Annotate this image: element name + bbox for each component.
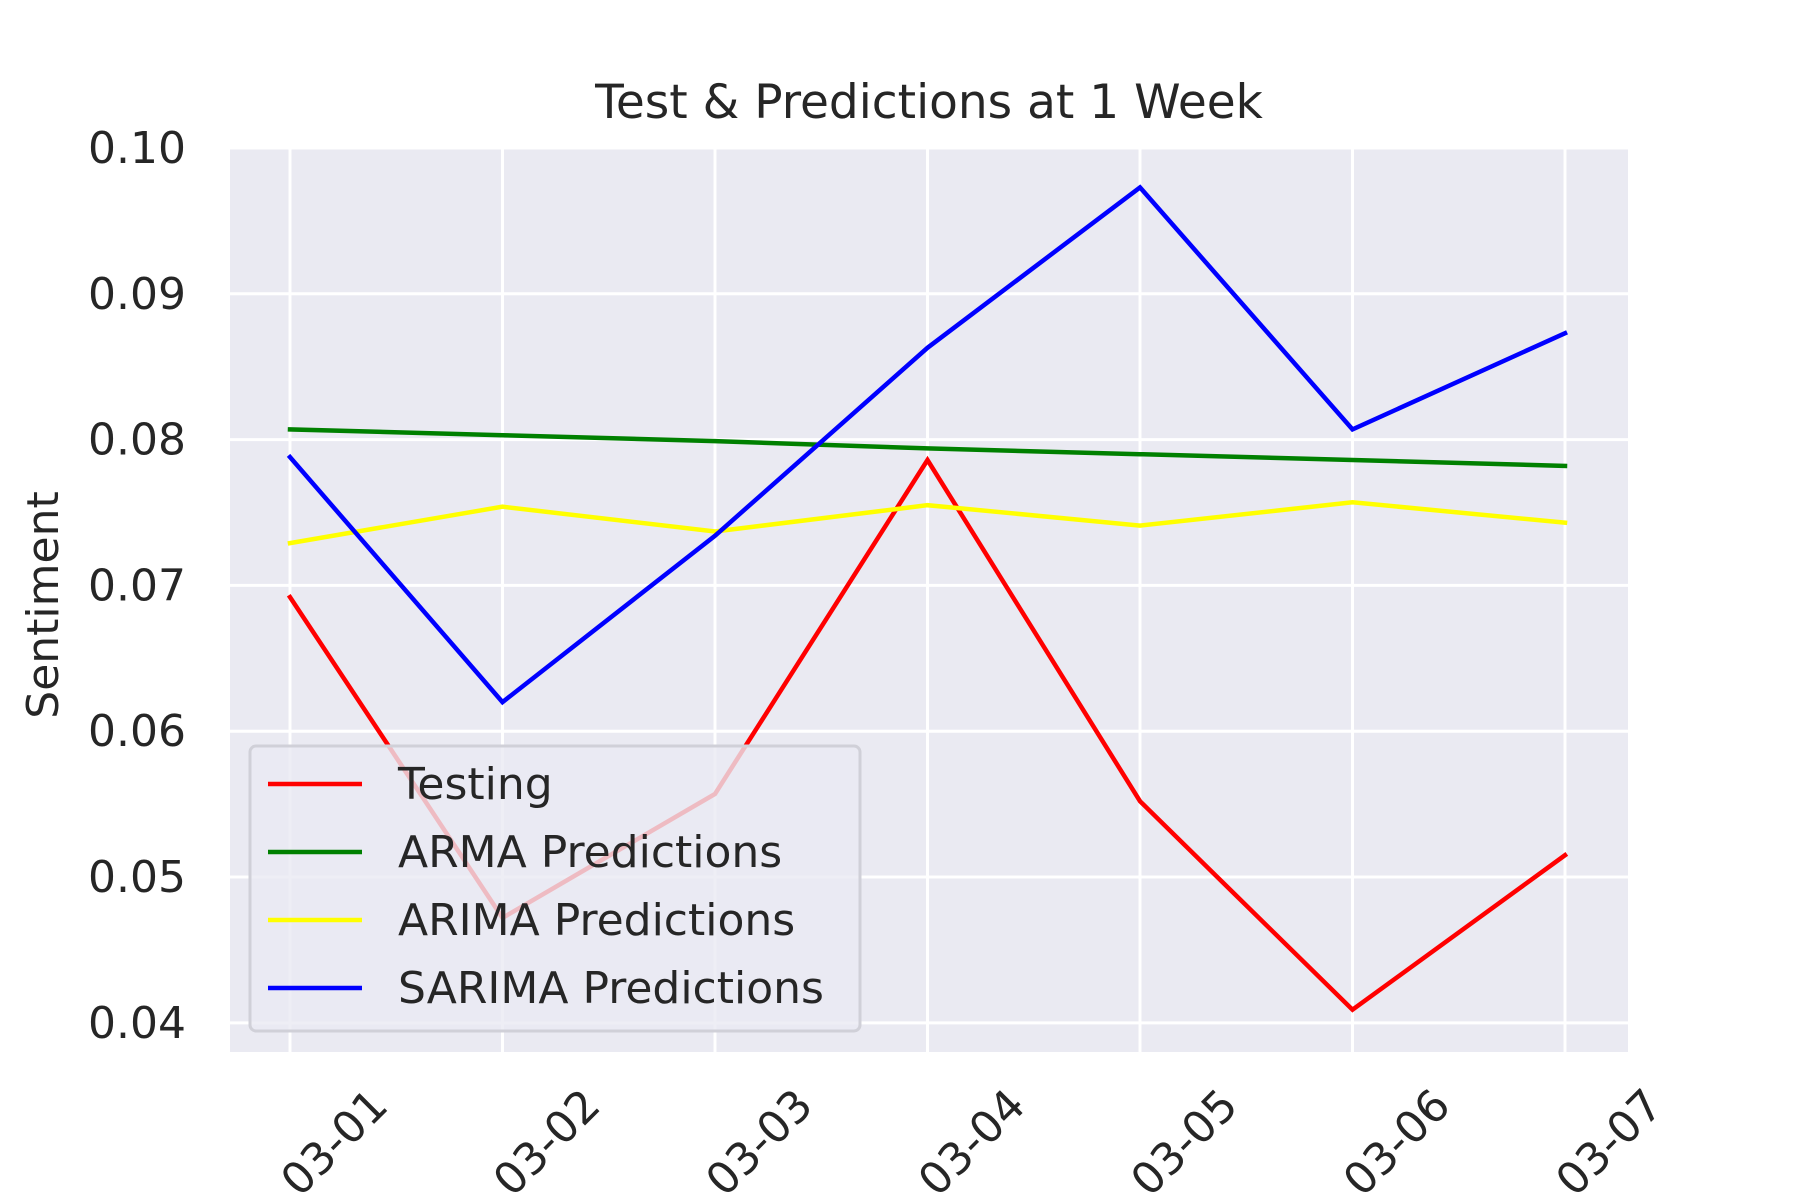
series-line-sarima-predictions (286, 184, 1568, 706)
y-tick-label: 0.05 (88, 852, 186, 903)
y-tick-label: 0.09 (88, 269, 186, 320)
y-tick-label: 0.07 (88, 560, 186, 611)
series-line-arma-predictions (287, 427, 1568, 469)
legend-item: Testing (268, 759, 553, 810)
y-axis-label: Sentiment (18, 491, 69, 718)
legend-item: ARIMA Predictions (268, 895, 795, 946)
legend-items: Testing ARMA Predictions ARIMA Predictions… (268, 759, 824, 1014)
legend-box (248, 744, 862, 1033)
y-tick-label: 0.04 (88, 998, 186, 1049)
legend-item: SARIMA Predictions (268, 963, 824, 1014)
legend-label: ARIMA Predictions (398, 895, 795, 946)
legend: Testing ARMA Predictions ARIMA Predictions… (248, 744, 862, 1033)
y-tick-label: 0.10 (88, 123, 186, 174)
y-tick-labels: 0.04 0.05 0.06 0.07 0.08 0.09 0.10 (88, 123, 186, 1049)
series-line-arima-predictions (287, 500, 1568, 546)
y-tick-label: 0.08 (88, 415, 186, 466)
legend-label: SARIMA Predictions (398, 963, 824, 1014)
legend-item: ARMA Predictions (268, 827, 782, 878)
chart-title: Test & Predictions at 1 Week (594, 75, 1264, 130)
legend-label: ARMA Predictions (398, 827, 782, 878)
y-tick-label: 0.06 (88, 706, 186, 757)
legend-label: Testing (397, 759, 553, 810)
